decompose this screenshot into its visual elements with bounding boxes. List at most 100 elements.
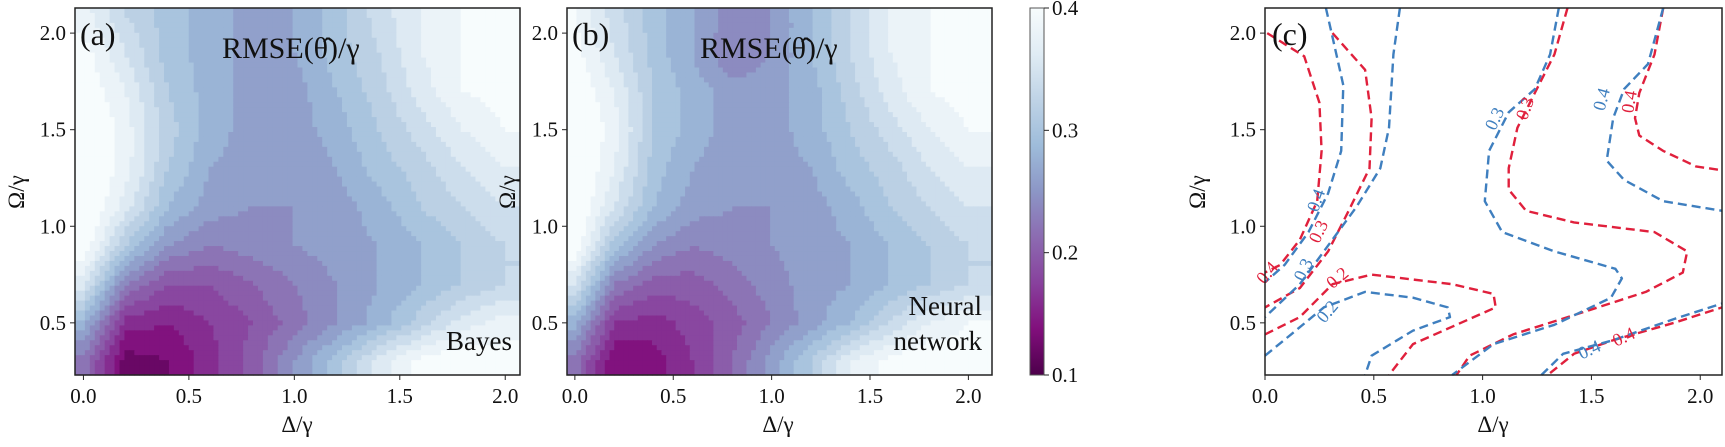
heatmap-cell [297, 156, 304, 163]
heatmap-cell [198, 117, 205, 123]
heatmap-cell [173, 260, 180, 267]
heatmap-cell [238, 260, 244, 267]
heatmap-cell [495, 87, 501, 93]
heatmap-cell [312, 186, 318, 193]
heatmap-cell [440, 201, 447, 207]
heatmap-cell [168, 82, 175, 88]
heatmap-cell [84, 196, 91, 203]
heatmap-cell [89, 260, 96, 267]
heatmap-cell [455, 275, 462, 282]
heatmap-cell [173, 186, 180, 193]
heatmap-cell [228, 107, 234, 113]
heatmap-cell [297, 42, 304, 49]
heatmap-cell [119, 181, 126, 188]
heatmap-cell [440, 97, 447, 103]
heatmap-cell [188, 146, 195, 153]
heatmap-cell [391, 122, 397, 128]
heatmap-cell [129, 211, 135, 217]
heatmap-cell [134, 265, 140, 272]
heatmap-cell [89, 12, 96, 19]
heatmap-cell [257, 265, 264, 272]
heatmap-cell [485, 191, 491, 198]
heatmap-cell [144, 107, 150, 113]
heatmap-cell [435, 57, 442, 64]
heatmap-cell [421, 201, 427, 207]
heatmap-cell [465, 211, 472, 217]
heatmap-cell [495, 201, 501, 207]
heatmap-cell [391, 72, 397, 79]
heatmap-cell [267, 186, 274, 193]
heatmap-cell [173, 236, 180, 242]
heatmap-cell [183, 141, 190, 148]
heatmap-cell [297, 12, 304, 19]
heatmap-cell [193, 280, 200, 287]
heatmap-cell [431, 176, 437, 183]
heatmap-cell [84, 275, 91, 282]
heatmap-cell [208, 107, 215, 113]
heatmap-cell [356, 87, 363, 93]
heatmap-cell [228, 47, 234, 54]
heatmap-cell [213, 211, 219, 217]
heatmap-cell [307, 275, 313, 282]
heatmap-cell [435, 161, 442, 168]
heatmap-cell [490, 8, 496, 14]
heatmap-cell [208, 201, 215, 207]
heatmap-cell [376, 141, 383, 148]
heatmap-cell [173, 92, 180, 98]
heatmap-cell [238, 166, 244, 173]
heatmap-cell [401, 82, 407, 88]
heatmap-cell [94, 8, 101, 14]
heatmap-cell [139, 72, 145, 79]
heatmap-cell [233, 270, 239, 277]
heatmap-cell [317, 67, 323, 74]
heatmap-cell [386, 270, 393, 277]
heatmap-cell [198, 62, 205, 69]
heatmap-cell [267, 136, 274, 143]
heatmap-cell [351, 127, 358, 133]
heatmap-cell [435, 27, 442, 34]
heatmap-cell [376, 62, 383, 69]
heatmap-cell [272, 191, 279, 198]
heatmap-cell [104, 255, 111, 262]
heatmap-cell [322, 87, 328, 93]
heatmap-cell [346, 171, 353, 178]
heatmap-cell [401, 72, 407, 79]
heatmap-cell [327, 181, 333, 188]
heatmap-cell [84, 280, 91, 287]
heatmap-cell [218, 92, 224, 98]
heatmap-cell [435, 216, 442, 222]
heatmap-cell [188, 122, 195, 128]
heatmap-cell [495, 156, 501, 163]
heatmap-cell [109, 97, 116, 103]
heatmap-cell [411, 57, 417, 64]
heatmap-cell [406, 82, 412, 88]
heatmap-cell [475, 112, 482, 118]
heatmap-cell [445, 275, 452, 282]
heatmap-cell [144, 47, 150, 54]
heatmap-cell [460, 201, 467, 207]
heatmap-cell [371, 206, 378, 212]
heatmap-cell [287, 112, 294, 118]
heatmap-cell [282, 151, 289, 158]
heatmap-cell [79, 42, 86, 49]
heatmap-cell [396, 141, 402, 148]
heatmap-cell [426, 87, 432, 93]
heatmap-cell [411, 122, 417, 128]
heatmap-cell [346, 161, 353, 168]
heatmap-cell [267, 8, 274, 14]
heatmap-cell [431, 67, 437, 74]
heatmap-cell [173, 221, 180, 227]
heatmap-cell [307, 161, 313, 168]
heatmap-cell [510, 22, 516, 29]
heatmap-cell [99, 241, 106, 247]
heatmap-cell [272, 47, 279, 54]
heatmap-cell [480, 82, 486, 88]
heatmap-cell [193, 32, 200, 39]
heatmap-cell [203, 176, 210, 183]
heatmap-cell [94, 32, 101, 39]
heatmap-cell [119, 102, 126, 108]
heatmap-cell [139, 92, 145, 98]
heatmap-cell [386, 141, 393, 148]
heatmap-cell [485, 201, 491, 207]
heatmap-cell [292, 92, 299, 98]
